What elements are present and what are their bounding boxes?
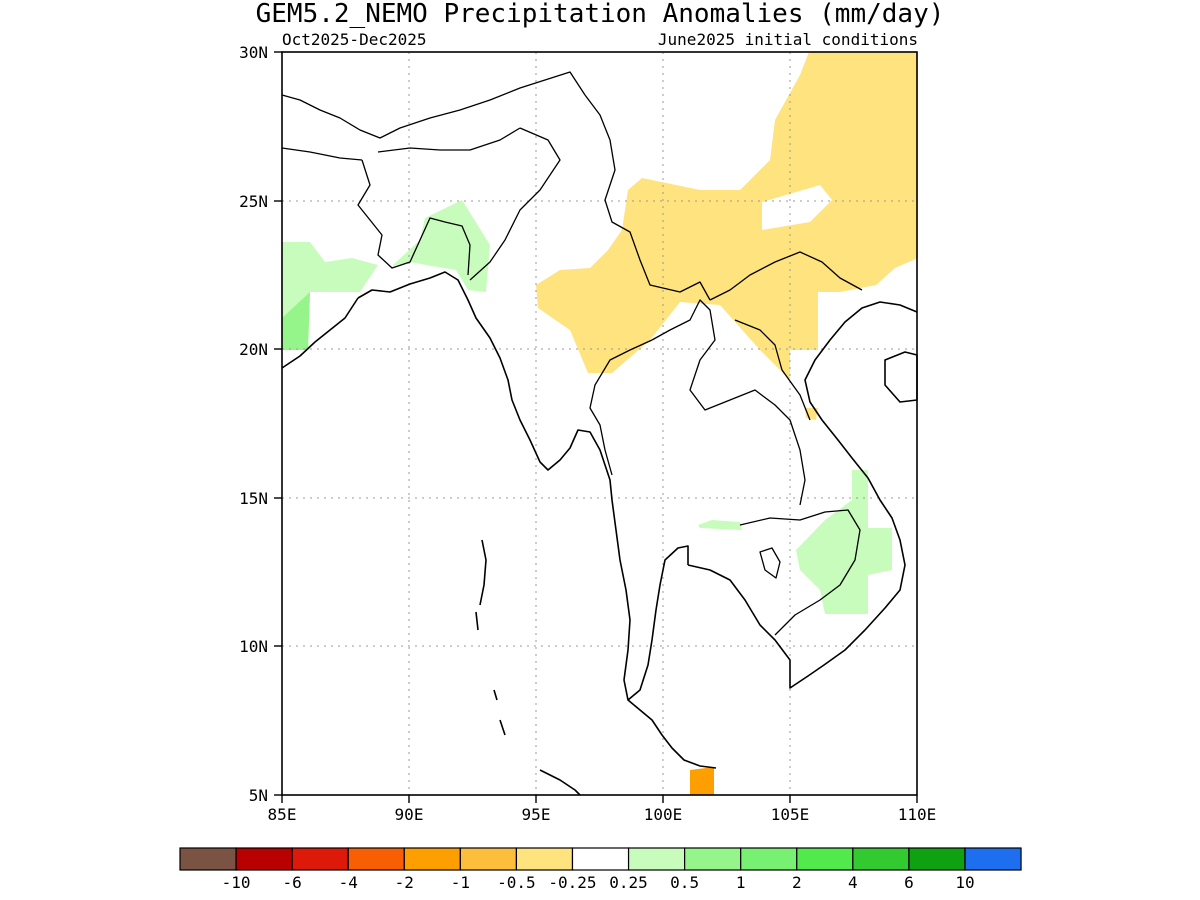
border-bhutan: [377, 127, 521, 153]
colorbar: -10 -6 -4 -2 -1 -0.5 -0.25 0.25 0.5 1 2 4 6 10: [179, 847, 1022, 892]
plot-frame: [281, 51, 918, 796]
lake-tonle-sap: [759, 547, 781, 579]
subtitle-period: Oct2025-Dec2025: [282, 30, 427, 49]
positive-anomaly-vietnam: [796, 470, 892, 614]
figure-title: GEM5.2_NEMO Precipitation Anomalies (mm/…: [256, 0, 945, 29]
coastline-bay-of-bengal: [357, 271, 717, 769]
border-laos-vietnam: [734, 319, 811, 421]
lat-tick-label: 20N: [239, 340, 268, 359]
border-cambodia: [739, 509, 861, 636]
coastline-nicobar: [493, 689, 506, 736]
coastline-sumatra: [539, 769, 581, 796]
latitude-labels: 5N 10N 15N 20N 25N 30N: [239, 43, 268, 805]
lon-tick-label: 90E: [395, 805, 424, 824]
lon-tick-label: 105E: [771, 805, 810, 824]
colorbar-swatch: [852, 847, 910, 871]
colorbar-swatch: [403, 847, 461, 871]
anomaly-cell-malay: [690, 767, 714, 795]
lon-tick-label: 110E: [898, 805, 937, 824]
lat-tick-label: 15N: [239, 489, 268, 508]
colorbar-swatch: [627, 847, 686, 871]
colorbar-label: 10: [955, 873, 974, 892]
colorbar-swatch: [179, 847, 237, 871]
coastline-gulf-west: [627, 545, 689, 701]
colorbar-swatch: [908, 847, 966, 871]
colorbar-swatch: [515, 847, 574, 871]
colorbar-label: -2: [395, 873, 414, 892]
longitude-labels: 85E 90E 95E 100E 105E 110E: [268, 805, 937, 824]
colorbar-label: 1: [736, 873, 746, 892]
lon-tick-label: 85E: [268, 805, 297, 824]
colorbar-label: 0.5: [670, 873, 699, 892]
colorbar-label: -6: [283, 873, 302, 892]
anomaly-fields: [282, 52, 918, 795]
colorbar-swatch: [796, 847, 854, 871]
border-thailand-laos: [651, 299, 806, 506]
grid-lines: [282, 52, 917, 795]
negative-anomaly-region: [536, 52, 918, 380]
coastline-hainan: [884, 351, 918, 403]
subtitle-initial-conditions: June2025 initial conditions: [658, 30, 918, 49]
border-china-vietnam: [709, 251, 863, 301]
border-india-nepal: [281, 147, 363, 161]
border-india-myanmar: [469, 127, 561, 281]
colorbar-swatch: [571, 847, 630, 871]
coastline-andaman: [475, 539, 487, 631]
border-myanmar-thailand: [589, 339, 653, 476]
colorbar-swatch: [964, 847, 1022, 871]
colorbar-swatch: [291, 847, 349, 871]
colorbar-label: 2: [792, 873, 802, 892]
colorbar-label: 0.25: [609, 873, 648, 892]
colorbar-label: -0.5: [497, 873, 536, 892]
border-nepal-china: [281, 71, 586, 139]
positive-anomaly-bangladesh: [392, 200, 490, 292]
colorbar-swatch: [740, 847, 798, 871]
lon-tick-label: 100E: [644, 805, 683, 824]
colorbar-label: -4: [339, 873, 358, 892]
tick-marks: [274, 51, 918, 803]
coastline-india: [281, 297, 359, 369]
lat-tick-label: 5N: [249, 786, 268, 805]
colorbar-swatch: [684, 847, 742, 871]
positive-anomaly-thai: [698, 520, 742, 530]
border-china-myanmar: [584, 94, 711, 301]
positive-anomaly-west-strong: [282, 292, 310, 350]
colorbar-swatch: [347, 847, 405, 871]
colorbar-label: 6: [904, 873, 914, 892]
coastline-indochina: [687, 301, 918, 689]
country-borders: [281, 71, 863, 636]
lat-tick-label: 25N: [239, 192, 268, 211]
colorbar-swatch: [459, 847, 518, 871]
lat-tick-label: 30N: [239, 43, 268, 62]
lat-tick-label: 10N: [239, 637, 268, 656]
border-bangladesh: [357, 159, 471, 276]
lon-tick-label: 95E: [522, 805, 551, 824]
colorbar-swatch: [235, 847, 293, 871]
colorbar-label: -0.25: [548, 873, 596, 892]
colorbar-label: -1: [451, 873, 470, 892]
colorbar-label: -10: [222, 873, 251, 892]
colorbar-label: 4: [848, 873, 858, 892]
